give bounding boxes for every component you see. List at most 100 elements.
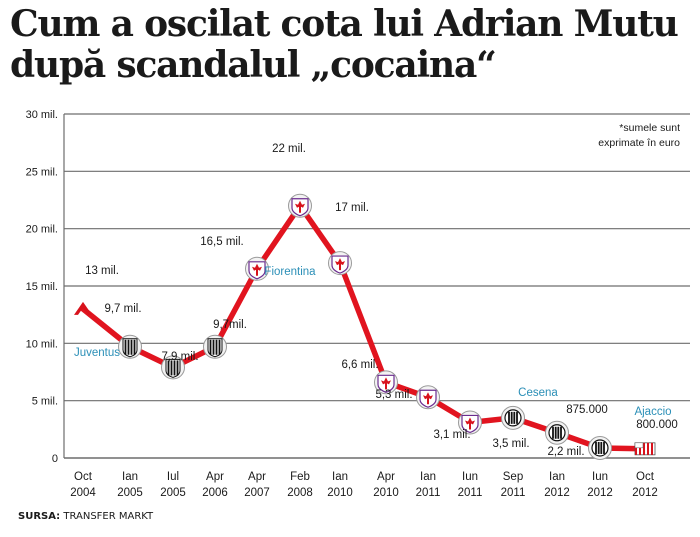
badge-stripe	[552, 426, 554, 439]
flag-stripe	[647, 442, 649, 455]
x-tick-year: 2005	[160, 487, 186, 499]
badge-stripe	[510, 411, 513, 424]
x-tick-label: Apr 2006	[202, 471, 228, 499]
x-tick-label: Oct 2012	[632, 471, 658, 499]
data-label: 3,5 mil.	[492, 438, 529, 450]
club-labels: Juventus Fiorentina Cesena Ajaccio	[74, 266, 672, 418]
badge-stripe	[516, 411, 518, 424]
lily-mark	[335, 258, 345, 271]
x-tick-year: 2010	[327, 487, 353, 499]
flag-stripe	[635, 442, 637, 455]
badge-stripe	[595, 441, 597, 454]
x-tick-label: Ian 2012	[544, 471, 570, 499]
x-tick-label: Feb 2008	[287, 471, 313, 499]
badge-stripe	[170, 360, 173, 376]
chart-title-line-2: după scandalul „cocaina“	[10, 44, 497, 86]
x-tick-year: 2005	[117, 487, 143, 499]
data-point-juventus-badge-icon	[161, 355, 185, 380]
x-tick-month: Ian	[122, 471, 138, 483]
badge-stripe	[560, 426, 562, 439]
lily-mark	[381, 377, 391, 390]
data-label: 3,1 mil.	[433, 429, 470, 441]
x-tick-year: 2007	[244, 487, 270, 499]
gridlines: 0 5 mil. 10 mil. 15 mil. 20 mil. 25 mil. 30 mi…	[26, 109, 690, 465]
y-tick-label: 15 mil.	[26, 281, 58, 293]
y-tick-label: 5 mil.	[32, 396, 58, 408]
data-label: 22 mil.	[272, 143, 306, 155]
x-tick-year: 2011	[416, 487, 441, 499]
x-tick-month: Ian	[332, 471, 348, 483]
badge-stripe	[133, 339, 136, 355]
x-tick-month: Ian	[549, 471, 565, 483]
x-tick-year: 2011	[458, 487, 483, 499]
data-labels: 13 mil. 9,7 mil. 7,9 mil. 9,7mil. 16,5 mil. 2…	[85, 143, 678, 458]
data-label: 7,9 mil.	[161, 351, 198, 363]
data-label: 875.000	[566, 404, 608, 416]
y-tick-label: 30 mil.	[26, 109, 58, 121]
data-point-fiorentina-lily-icon	[328, 251, 352, 276]
club-label-fiorentina: Fiorentina	[264, 266, 316, 278]
x-tick-month: Oct	[74, 471, 93, 483]
red-chevron-icon	[74, 301, 92, 315]
x-tick-label: Apr 2010	[373, 471, 399, 499]
badge-stripe	[513, 411, 516, 424]
x-tick-label: Ian 2010	[327, 471, 353, 499]
source-label: SURSA:	[18, 511, 61, 522]
x-tick-label: Ian 2011	[416, 471, 441, 499]
lily-mark	[295, 200, 305, 213]
data-label: 17 mil.	[335, 202, 369, 214]
data-label: 9,7 mil.	[104, 303, 141, 315]
data-point-fiorentina-lily-icon	[458, 410, 482, 435]
x-tick-year: 2010	[373, 487, 399, 499]
y-tick-label: 20 mil.	[26, 224, 58, 236]
x-tick-month: Feb	[290, 471, 310, 483]
badge-stripe	[212, 339, 215, 355]
x-tick-month: Iun	[592, 471, 608, 483]
x-tick-year: 2012	[587, 487, 613, 499]
data-point-cesena-badge-icon	[545, 420, 569, 445]
x-tick-label: Iul 2005	[160, 471, 186, 499]
markers	[74, 193, 656, 460]
data-point-fiorentina-lily-icon	[374, 370, 398, 395]
x-tick-label: Ian 2005	[117, 471, 143, 499]
data-label: 800.000	[636, 419, 678, 431]
cesena-badge-icon	[504, 409, 522, 427]
data-label: 13 mil.	[85, 265, 119, 277]
badge-stripe	[127, 339, 130, 355]
badge-stripe	[215, 339, 218, 355]
x-tick-month: Oct	[636, 471, 655, 483]
x-tick-month: Apr	[377, 471, 395, 483]
juventus-badge-icon	[165, 358, 181, 378]
source-value: TRANSFER MARKT	[63, 511, 154, 522]
x-tick-label: Sep 2011	[501, 471, 526, 499]
juventus-badge-icon	[122, 338, 138, 358]
flag-stripe	[651, 442, 653, 455]
x-tick-month: Apr	[206, 471, 224, 483]
data-label: 9,7mil.	[213, 319, 247, 331]
data-label: 6,6 mil.	[341, 359, 378, 371]
badge-stripe	[176, 360, 179, 376]
badge-stripe	[130, 339, 133, 355]
club-label-juventus: Juventus	[74, 347, 120, 359]
data-point-ajaccio-flag-icon	[634, 442, 656, 456]
x-tick-year: 2004	[70, 487, 96, 499]
x-tick-year: 2012	[632, 487, 658, 499]
x-tick-month: Iul	[167, 471, 179, 483]
x-tick-month: Apr	[248, 471, 266, 483]
badge-stripe	[167, 360, 170, 376]
badge-stripe	[557, 426, 560, 439]
lily-mark	[423, 392, 433, 405]
badge-stripe	[209, 339, 212, 355]
x-tick-year: 2011	[501, 487, 526, 499]
data-point-juventus-badge-icon	[203, 334, 227, 359]
badge-stripe	[554, 426, 557, 439]
x-tick-year: 2012	[544, 487, 570, 499]
data-point-fiorentina-lily-icon	[416, 385, 440, 410]
badge-stripe	[124, 339, 127, 355]
series-line	[80, 202, 648, 452]
data-label: 16,5 mil.	[200, 236, 243, 248]
x-tick-label: Iun 2011	[458, 471, 483, 499]
chart-area: 0 5 mil. 10 mil. 15 mil. 20 mil. 25 mil. 30 mi…	[0, 100, 700, 537]
flag-stripe	[639, 442, 641, 455]
x-tick-year: 2008	[287, 487, 313, 499]
